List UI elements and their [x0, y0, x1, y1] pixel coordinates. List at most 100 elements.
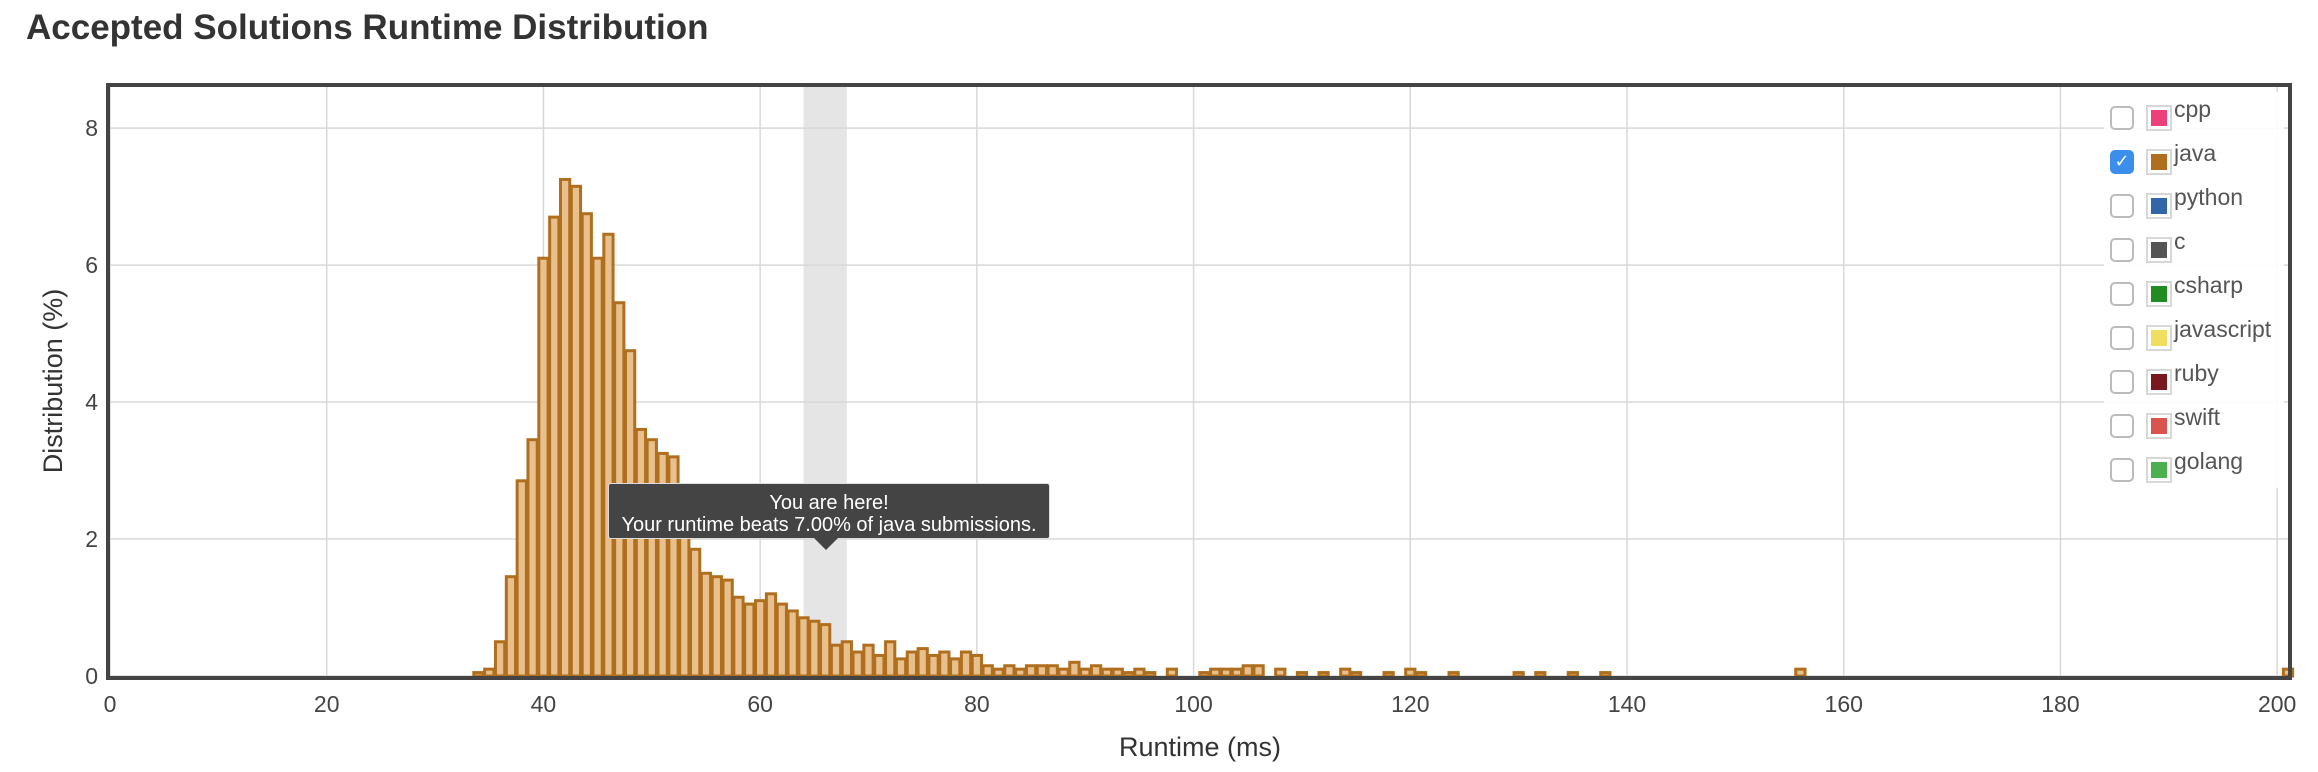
histogram-bar: [1122, 671, 1135, 678]
plot-frame: [106, 83, 2292, 680]
histogram-bar: [916, 647, 929, 678]
histogram-bar: [1165, 667, 1179, 678]
histogram-bar: [1404, 667, 1417, 678]
legend-label: javascript: [2174, 316, 2272, 342]
histogram-bar: [1111, 667, 1124, 678]
histogram-bar: [580, 212, 593, 678]
tooltip-message: Your runtime beats 7.00% of java submiss…: [621, 514, 1037, 536]
legend-label: ruby: [2174, 360, 2219, 386]
histogram-bar: [754, 599, 767, 678]
histogram-bar: [797, 616, 810, 678]
histogram-bar: [710, 575, 723, 678]
histogram-bar: [959, 650, 973, 678]
histogram-bar: [1209, 667, 1222, 678]
histogram-bar: [905, 650, 918, 678]
legend-item-golang[interactable]: golang: [2104, 444, 2284, 488]
histogram-bar: [927, 653, 940, 678]
legend-checkbox[interactable]: [2110, 458, 2134, 482]
legend-item-swift[interactable]: swift: [2104, 400, 2284, 444]
legend-checkbox[interactable]: [2110, 414, 2134, 438]
y-tick-label: 0: [85, 663, 98, 689]
y-tick-label: 6: [85, 252, 98, 278]
legend-item-javascript[interactable]: javascript: [2104, 312, 2284, 356]
histogram-bar: [840, 640, 853, 678]
histogram-bar: [808, 619, 821, 678]
legend-label: cpp: [2174, 96, 2212, 122]
histogram-bar: [1014, 667, 1027, 678]
color-swatch: [2146, 193, 2172, 219]
histogram-bar: [1219, 667, 1233, 678]
bar-layer: [472, 177, 2295, 678]
histogram-bar: [1035, 664, 1048, 678]
legend-item-python[interactable]: python: [2104, 180, 2284, 224]
histogram-bar: [1295, 671, 1309, 678]
legend-checkbox[interactable]: [2110, 326, 2134, 350]
histogram-bar: [1382, 671, 1395, 678]
histogram-bar: [1046, 664, 1059, 678]
legend-label: java: [2174, 140, 2217, 166]
histogram-bar: [1230, 667, 1244, 678]
color-swatch: [2146, 149, 2172, 175]
histogram-bar: [1599, 671, 1612, 678]
legend-item-java[interactable]: ✓ java: [2104, 136, 2284, 180]
histogram-bar: [1512, 671, 1525, 678]
histogram-bar: [1133, 667, 1146, 678]
legend-checkbox[interactable]: [2110, 238, 2134, 262]
highlight-band: [803, 87, 847, 676]
color-swatch: [2146, 237, 2172, 263]
tooltip-title: You are here!: [769, 492, 889, 514]
histogram-bar: [1198, 671, 1211, 678]
legend-label: c: [2174, 228, 2186, 254]
legend-item-csharp[interactable]: csharp: [2104, 268, 2284, 312]
histogram-bar: [1447, 671, 1460, 678]
x-tick-label: 120: [1391, 691, 1429, 717]
legend-checkbox[interactable]: [2110, 194, 2134, 218]
histogram-bar: [732, 595, 745, 678]
histogram-bar: [537, 256, 550, 678]
legend-item-cpp[interactable]: cpp: [2104, 92, 2284, 136]
legend-label: python: [2174, 184, 2244, 210]
histogram-bar: [526, 438, 539, 678]
histogram-bar: [493, 640, 507, 678]
legend-checkbox[interactable]: [2110, 106, 2134, 130]
color-swatch: [2146, 105, 2172, 131]
histogram-bar: [1794, 667, 1807, 678]
histogram-bar: [743, 602, 756, 678]
legend-checkbox[interactable]: [2110, 282, 2134, 306]
legend-item-c[interactable]: c: [2104, 224, 2284, 268]
language-legend: cpp ✓ java python c csharp javascript ru…: [2104, 92, 2284, 488]
histogram-bar: [591, 256, 604, 678]
tooltip-pointer: [814, 538, 838, 550]
y-tick-label: 8: [85, 115, 98, 141]
runtime-tooltip: You are here! Your runtime beats 7.00% o…: [608, 483, 1050, 539]
legend-label: swift: [2174, 404, 2220, 430]
y-tick-label: 2: [85, 526, 98, 552]
histogram-bar: [1100, 667, 1114, 678]
histogram-bar: [689, 547, 702, 678]
legend-checkbox[interactable]: [2110, 370, 2134, 394]
histogram-bar: [1057, 667, 1070, 678]
histogram-bar: [992, 667, 1005, 678]
legend-label: csharp: [2174, 272, 2244, 298]
histogram-bar: [981, 664, 994, 678]
histogram-bar: [1350, 671, 1363, 678]
histogram-bar: [829, 643, 843, 678]
legend-checkbox[interactable]: ✓: [2110, 150, 2134, 174]
histogram-bar: [949, 657, 962, 678]
histogram-bar: [1566, 671, 1579, 678]
histogram-bar: [1003, 664, 1016, 678]
histogram-bar: [1252, 664, 1265, 678]
histogram-bar: [558, 177, 572, 678]
x-tick-label: 160: [1825, 691, 1863, 717]
histogram-bar: [1415, 671, 1428, 678]
color-swatch: [2146, 457, 2172, 483]
histogram-bar: [938, 650, 951, 678]
legend-item-ruby[interactable]: ruby: [2104, 356, 2284, 400]
histogram-bar: [894, 657, 908, 678]
histogram-bar: [1068, 660, 1081, 678]
histogram-bar: [786, 609, 799, 678]
histogram-bar: [1534, 671, 1547, 678]
color-swatch: [2146, 281, 2172, 307]
grid-layer: [109, 87, 2288, 677]
histogram-bar: [775, 602, 788, 678]
